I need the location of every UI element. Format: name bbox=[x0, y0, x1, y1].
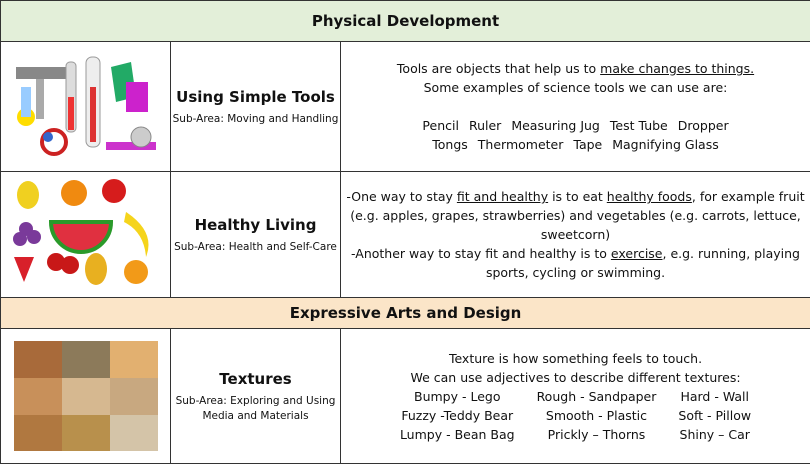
text: Texture is how something feels to touch. bbox=[448, 350, 703, 366]
example: Magnifying Glass bbox=[612, 137, 719, 152]
example: Soft - Pillow bbox=[678, 407, 752, 423]
example: Rough - Sandpaper bbox=[536, 388, 657, 404]
section-header: Expressive Arts and Design bbox=[0, 297, 810, 329]
example: Bumpy - Lego bbox=[414, 388, 501, 404]
image-cell bbox=[0, 41, 171, 172]
tools-image bbox=[15, 56, 156, 156]
underlined-text: make changes to things. bbox=[600, 61, 755, 76]
row-title: Healthy Living bbox=[194, 216, 317, 234]
example: Tongs bbox=[432, 137, 468, 152]
sub-area: Sub-Area: Exploring and Using Media and … bbox=[175, 395, 336, 422]
description: Texture is how something feels to touch.… bbox=[339, 328, 810, 464]
example: Fuzzy -Teddy Bear bbox=[401, 407, 514, 423]
example: Smooth - Plastic bbox=[545, 407, 648, 423]
example: Hard - Wall bbox=[680, 388, 749, 404]
row-title: Textures bbox=[219, 370, 292, 388]
example: Lumpy - Bean Bag bbox=[399, 426, 515, 442]
example: Test Tube bbox=[609, 118, 668, 133]
text: -Another way to stay fit and healthy is … bbox=[351, 246, 611, 261]
underlined-text: healthy foods bbox=[606, 189, 692, 204]
sub-area: Sub-Area: Health and Self-Care bbox=[174, 241, 337, 253]
text: , e.g. running, playing sports, cycling … bbox=[485, 246, 800, 280]
text: , for example fruit (e.g. apples, grapes… bbox=[350, 189, 805, 242]
example: Dropper bbox=[677, 118, 729, 133]
examples: Tongs Thermometer Tape Magnifying Glass bbox=[344, 135, 807, 154]
fruit-image bbox=[12, 179, 148, 285]
example: Pencil bbox=[422, 118, 459, 133]
underlined-text: exercise bbox=[610, 246, 663, 261]
row-title-cell: Using Simple Tools Sub-Area: Moving and H… bbox=[170, 41, 341, 172]
text: Some examples of science tools we can us… bbox=[423, 80, 728, 95]
example: Thermometer bbox=[477, 137, 564, 152]
sub-area: Sub-Area: Moving and Handling bbox=[172, 113, 339, 125]
row-title-cell: Healthy Living Sub-Area: Health and Self-… bbox=[170, 171, 341, 298]
image-cell bbox=[0, 328, 171, 464]
description: -One way to stay fit and healthy is to e… bbox=[339, 171, 810, 298]
example: Shiny – Car bbox=[679, 426, 750, 442]
description: Tools are objects that help us to make c… bbox=[339, 41, 810, 172]
example: Ruler bbox=[468, 118, 502, 133]
examples: Bumpy - Lego Rough - Sandpaper Hard - Wall… bbox=[344, 387, 807, 444]
example: Tape bbox=[573, 137, 603, 152]
examples: Pencil Ruler Measuring Jug Test Tube Dropper bbox=[344, 116, 807, 135]
row-title-cell: Textures Sub-Area: Exploring and Using Me… bbox=[170, 328, 341, 464]
example: Prickly – Thorns bbox=[547, 426, 646, 442]
image-cell bbox=[0, 171, 171, 298]
underlined-text: fit and healthy bbox=[456, 189, 549, 204]
text: Tools are objects that help us to bbox=[396, 61, 601, 76]
text: -One way to stay bbox=[346, 189, 457, 204]
section-header: Physical Development bbox=[0, 0, 810, 42]
textures-image bbox=[13, 341, 158, 451]
text: is to eat bbox=[548, 189, 607, 204]
example: Measuring Jug bbox=[511, 118, 600, 133]
row-title: Using Simple Tools bbox=[176, 88, 335, 106]
text: We can use adjectives to describe differ… bbox=[410, 369, 741, 385]
